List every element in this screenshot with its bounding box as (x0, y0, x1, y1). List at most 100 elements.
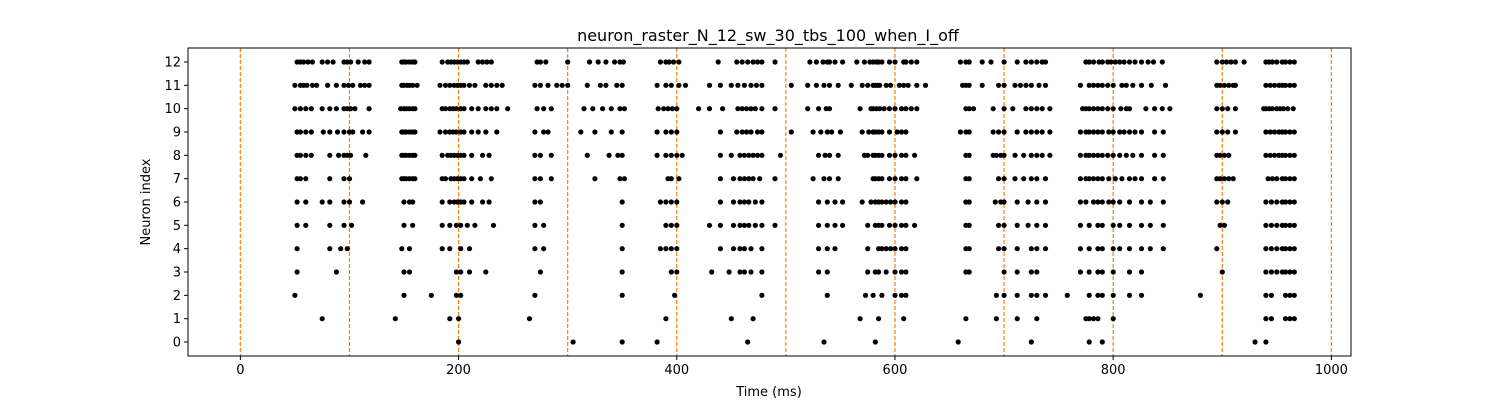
spike-n9-51 (829, 129, 835, 135)
spike-n5-37 (886, 222, 893, 228)
spike-n6-60 (1099, 199, 1105, 205)
spike-n5-12 (472, 222, 478, 228)
spike-n3-9 (619, 269, 625, 275)
spike-n8-60 (903, 152, 909, 158)
spike-n7-23 (537, 176, 544, 182)
spike-n5-1 (303, 222, 309, 228)
spike-n10-108 (1285, 106, 1291, 112)
spike-n9-58 (879, 129, 885, 135)
spike-n3-34 (1086, 269, 1092, 275)
spike-n11-4 (309, 82, 315, 88)
spike-n5-43 (966, 222, 972, 228)
spike-n11-92 (1095, 82, 1101, 88)
spike-n9-70 (1023, 129, 1029, 135)
spike-n6-36 (840, 199, 846, 205)
spike-n11-11 (357, 82, 363, 88)
spike-n5-58 (1147, 222, 1153, 228)
spike-n6-52 (1014, 199, 1020, 205)
spike-n9-69 (1014, 129, 1020, 135)
spike-n7-20 (477, 176, 483, 182)
spike-n5-8 (447, 222, 453, 228)
spike-n8-73 (1047, 152, 1053, 158)
spike-n11-83 (1012, 82, 1018, 88)
spike-n12-91 (1099, 59, 1105, 65)
spike-n9-22 (453, 129, 459, 135)
spike-n2-21 (1042, 292, 1049, 298)
spike-n5-17 (663, 222, 669, 228)
spike-n7-58 (1028, 176, 1034, 182)
spike-n0-4 (745, 339, 751, 345)
spike-n0-5 (821, 339, 827, 345)
spike-n1-18 (1095, 316, 1101, 322)
spike-n5-33 (865, 222, 871, 228)
spike-n7-29 (668, 176, 674, 182)
spike-n2-30 (1263, 292, 1269, 298)
spike-n3-14 (737, 269, 743, 275)
x-tick-label-800: 800 (1101, 363, 1126, 378)
spike-n5-52 (1095, 222, 1101, 228)
spike-n9-5 (327, 129, 333, 135)
spike-n1-21 (1268, 316, 1274, 322)
spike-n7-71 (1132, 176, 1138, 182)
spike-n7-11 (412, 176, 418, 182)
spike-n8-90 (1221, 152, 1227, 158)
spike-n1-19 (1110, 316, 1116, 322)
spike-n12-114 (1282, 59, 1289, 65)
spike-n11-22 (447, 82, 453, 88)
spike-n6-76 (1287, 199, 1293, 205)
spike-n12-108 (1241, 59, 1247, 65)
spike-n12-86 (1042, 59, 1049, 65)
spike-points (292, 59, 1297, 345)
spike-n4-21 (748, 246, 754, 252)
spike-n3-8 (537, 269, 544, 275)
spike-n10-58 (826, 106, 833, 112)
spike-n3-47 (1291, 269, 1297, 275)
spike-n3-4 (453, 269, 459, 275)
spike-n7-70 (1126, 176, 1133, 182)
x-axis-label: Time (ms) (735, 385, 802, 400)
spike-n11-64 (859, 82, 865, 88)
spike-n1-7 (750, 316, 756, 322)
spike-n7-59 (1034, 176, 1040, 182)
spike-n8-84 (1130, 152, 1136, 158)
spike-n10-97 (1214, 106, 1220, 112)
spike-n1-8 (857, 316, 863, 322)
spike-n12-56 (813, 59, 820, 65)
spike-n8-30 (606, 152, 612, 158)
spike-n7-1 (297, 176, 303, 182)
spike-n5-46 (1014, 222, 1020, 228)
spike-n2-34 (1291, 292, 1297, 298)
spike-n3-15 (741, 269, 748, 275)
spike-n8-22 (461, 152, 467, 158)
spike-n6-6 (360, 199, 366, 205)
spike-n6-37 (859, 199, 865, 205)
spike-n9-90 (1214, 129, 1220, 135)
spike-n9-94 (1263, 129, 1269, 135)
y-tick-label-7: 7 (173, 172, 181, 187)
spike-n4-26 (865, 246, 871, 252)
spike-n11-8 (341, 82, 347, 88)
spike-n6-35 (832, 199, 838, 205)
spike-n6-73 (1274, 199, 1280, 205)
spike-n10-56 (816, 106, 822, 112)
spike-n5-39 (898, 222, 905, 228)
spike-n3-11 (674, 269, 680, 275)
spike-n4-30 (888, 246, 894, 252)
spike-n11-30 (488, 82, 494, 88)
spike-n9-28 (494, 129, 500, 135)
spike-n12-38 (603, 59, 609, 65)
spike-n4-13 (657, 246, 664, 252)
spike-n6-30 (746, 199, 752, 205)
spike-n10-66 (892, 106, 898, 112)
spike-n4-4 (399, 246, 405, 252)
spike-n12-112 (1274, 59, 1280, 65)
spike-n7-3 (327, 176, 333, 182)
spike-n3-29 (1001, 269, 1007, 275)
spike-n7-40 (821, 176, 827, 182)
spike-n10-43 (669, 106, 676, 112)
spike-n6-26 (717, 199, 724, 205)
spike-n10-95 (1159, 106, 1165, 112)
spike-n10-73 (970, 106, 977, 112)
spike-n5-24 (741, 222, 748, 228)
spike-n7-79 (1230, 176, 1236, 182)
